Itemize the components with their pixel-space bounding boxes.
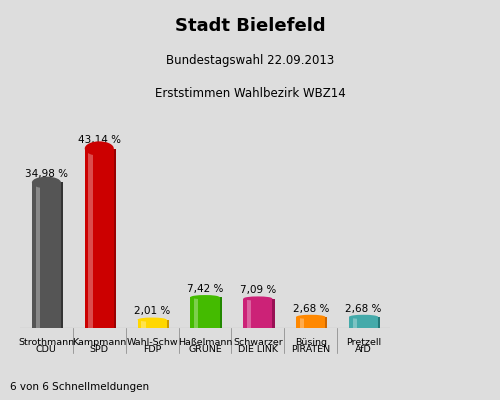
- Text: 7,42 %: 7,42 %: [187, 284, 223, 294]
- Bar: [296, 317, 325, 328]
- Bar: [298, 317, 328, 328]
- Bar: [140, 320, 169, 328]
- Bar: [244, 298, 272, 328]
- Bar: [85, 148, 114, 328]
- Text: DIE LINK: DIE LINK: [238, 346, 278, 354]
- Ellipse shape: [244, 296, 272, 300]
- Text: CDU: CDU: [36, 346, 57, 354]
- Text: FDP: FDP: [143, 346, 162, 354]
- Text: Haßelmann: Haßelmann: [178, 338, 232, 347]
- Bar: [32, 182, 61, 328]
- Text: PIRATEN: PIRATEN: [291, 346, 331, 354]
- Bar: [141, 320, 146, 328]
- Ellipse shape: [84, 141, 114, 156]
- Ellipse shape: [296, 315, 325, 319]
- Bar: [351, 317, 380, 328]
- Bar: [87, 148, 116, 328]
- Bar: [246, 298, 274, 328]
- Ellipse shape: [32, 177, 61, 188]
- Bar: [194, 297, 198, 328]
- Bar: [352, 317, 357, 328]
- Bar: [192, 297, 222, 328]
- Text: Erststimmen Wahlbezirk WBZ14: Erststimmen Wahlbezirk WBZ14: [154, 87, 346, 100]
- Bar: [247, 298, 252, 328]
- Bar: [300, 317, 304, 328]
- Bar: [36, 182, 40, 328]
- Text: 2,68 %: 2,68 %: [346, 304, 382, 314]
- Text: Kampmann: Kampmann: [72, 338, 126, 347]
- Text: Wahl-Schw: Wahl-Schw: [126, 338, 178, 347]
- Ellipse shape: [349, 315, 378, 319]
- Text: 43,14 %: 43,14 %: [78, 135, 121, 145]
- Text: 6 von 6 Schnellmeldungen: 6 von 6 Schnellmeldungen: [10, 382, 149, 392]
- Text: SPD: SPD: [90, 346, 109, 354]
- Text: Schwarzer: Schwarzer: [233, 338, 282, 347]
- Ellipse shape: [190, 295, 220, 299]
- Text: 2,68 %: 2,68 %: [292, 304, 329, 314]
- Ellipse shape: [138, 318, 166, 322]
- Bar: [88, 148, 92, 328]
- Text: 34,98 %: 34,98 %: [25, 169, 68, 179]
- Bar: [138, 320, 166, 328]
- Bar: [34, 182, 63, 328]
- Text: Büsing: Büsing: [294, 338, 326, 347]
- Text: Pretzell: Pretzell: [346, 338, 381, 347]
- Bar: [349, 317, 378, 328]
- Text: 7,09 %: 7,09 %: [240, 285, 276, 295]
- Text: AfD: AfD: [355, 346, 372, 354]
- Text: Bundestagswahl 22.09.2013: Bundestagswahl 22.09.2013: [166, 54, 334, 67]
- Bar: [190, 297, 220, 328]
- Text: Stadt Bielefeld: Stadt Bielefeld: [174, 17, 326, 35]
- Text: Strothmann: Strothmann: [18, 338, 74, 347]
- Text: GRÜNE: GRÜNE: [188, 346, 222, 354]
- Text: 2,01 %: 2,01 %: [134, 306, 170, 316]
